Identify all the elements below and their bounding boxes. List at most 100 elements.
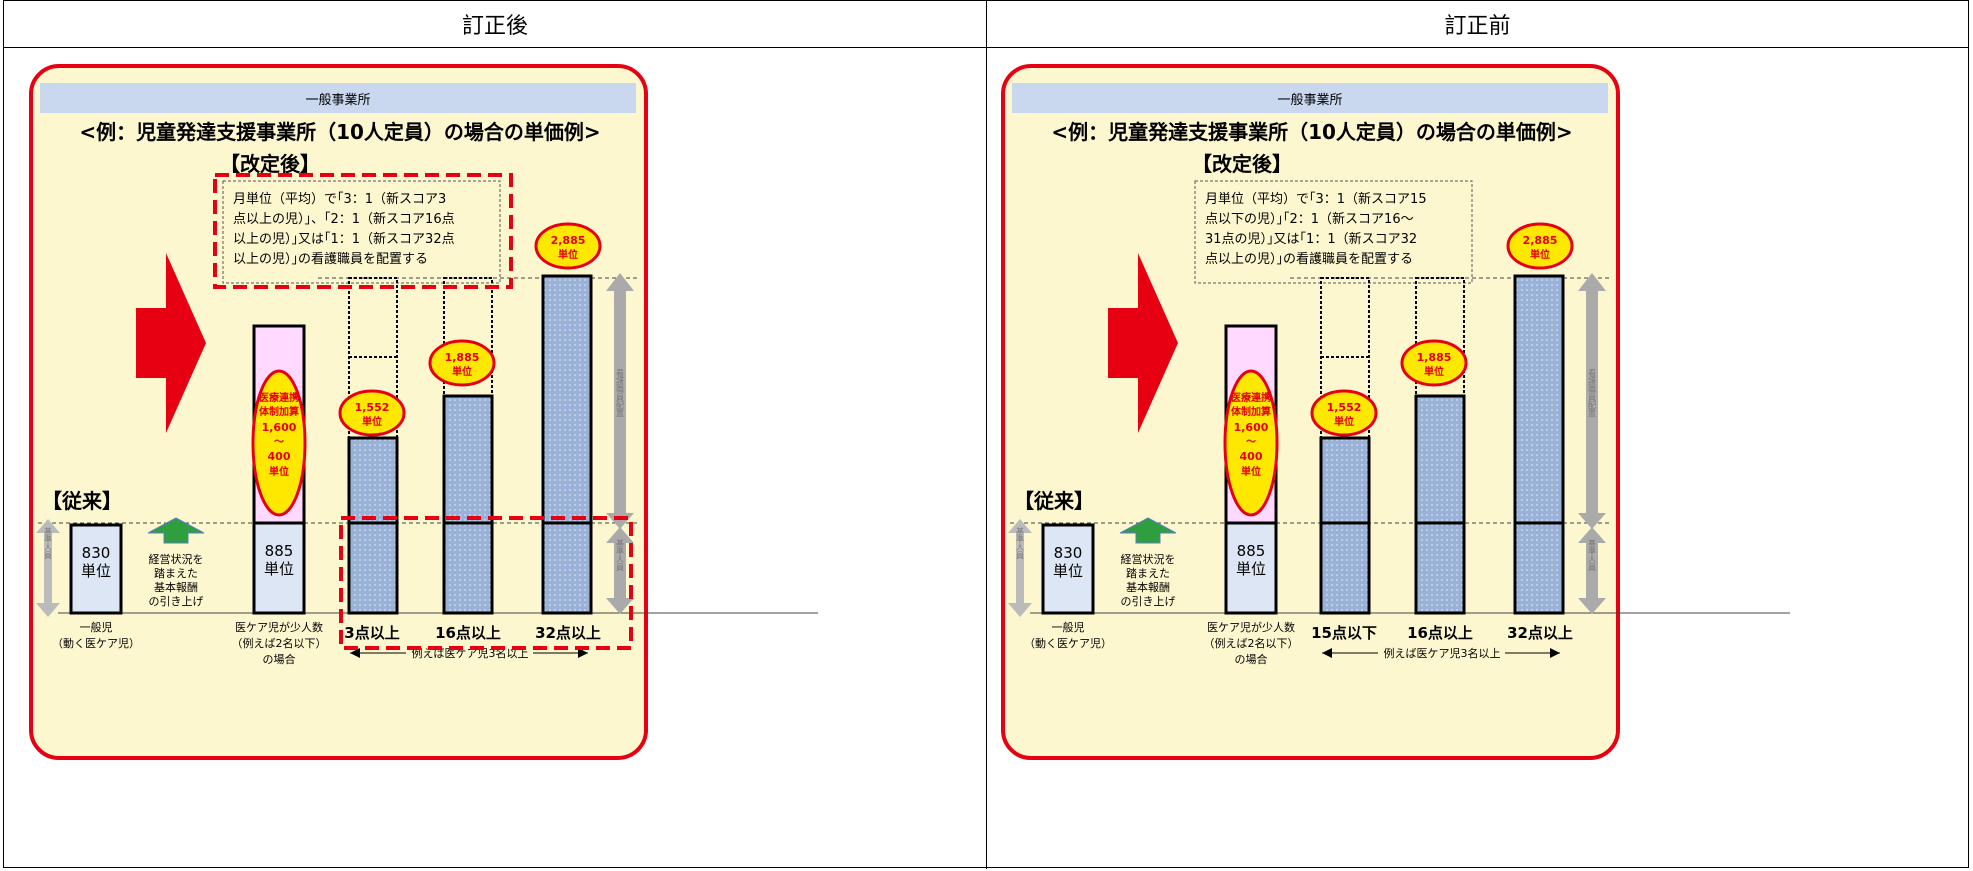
oval-1885-unit: 単位 xyxy=(1424,365,1444,378)
note-line: 31点の児）｣又は｢1：1（新スコア32 xyxy=(1205,231,1417,247)
oval-1885 xyxy=(428,339,496,387)
oval-iryo-line: 1,600 xyxy=(262,421,297,434)
oval-1552-value: 1,552 xyxy=(1327,401,1362,414)
raise-note-line: の引き上げ xyxy=(149,594,204,608)
oval-iryo-line: 400 xyxy=(1240,450,1263,463)
red-arrow-icon xyxy=(1108,253,1178,433)
raise-note-line: 踏まえた xyxy=(154,566,198,580)
oval-2885 xyxy=(534,222,602,270)
oval-iryo-line: 1,600 xyxy=(1234,421,1269,434)
bar2-base xyxy=(1414,521,1466,615)
diagram-title: <例：児童発達支援事業所（10人定員）の場合の単価例> xyxy=(79,120,600,144)
header-original: 訂正前 xyxy=(1444,14,1511,39)
example-range-arrow xyxy=(1322,648,1560,658)
bar-885-few-value: 885 xyxy=(265,542,294,560)
note-box xyxy=(222,180,501,284)
oval-1885-value: 1,885 xyxy=(445,351,480,364)
nurse-arrow-label: 看護職員配置 xyxy=(616,369,625,417)
oval-1885-value: 1,885 xyxy=(1417,351,1452,364)
oval-1552-unit: 単位 xyxy=(362,415,382,428)
staff-arrow-label: 基準人員 xyxy=(616,538,625,572)
note-line: 以上の児）｣の看護職員を配置する xyxy=(233,251,428,267)
note-line: 月単位（平均）で｢3：1（新スコア15 xyxy=(1205,191,1427,207)
note-line: 点以下の児）｣｢2：1（新スコア16～ xyxy=(1205,211,1414,227)
oval-iryo-line: 単位 xyxy=(1241,465,1261,478)
red-arrow-icon xyxy=(136,253,206,433)
oval-1885 xyxy=(1400,339,1468,387)
oval-2885-unit: 単位 xyxy=(1530,248,1550,261)
label-before: 【従来】 xyxy=(42,489,122,513)
label-after: 【改定後】 xyxy=(220,152,320,176)
oval-1552 xyxy=(1310,389,1378,437)
oval-iryo xyxy=(251,369,307,517)
cat-general-line: 一般児 xyxy=(1052,621,1085,634)
diagram-title: <例：児童発達支援事業所（10人定員）の場合の単価例> xyxy=(1051,120,1572,144)
oval-iryo-line: 400 xyxy=(268,450,291,463)
cat-score-1: 15点以下 xyxy=(1311,624,1377,642)
diagram-original: 一般事業所 <例：児童発達支援事業所（10人定員）の場合の単価例> 【改定後】 … xyxy=(1000,63,1800,863)
raise-note-line: 経営状況を xyxy=(1121,552,1176,566)
bar1-addon xyxy=(347,436,399,525)
bar3-addon xyxy=(541,274,593,525)
oval-1552-unit: 単位 xyxy=(1334,415,1354,428)
raise-note-line: 経営状況を xyxy=(149,552,204,566)
header-corrected: 訂正後 xyxy=(461,14,528,39)
example-note: 例えば医ケア児3名以上 xyxy=(1384,646,1501,660)
note-box xyxy=(1194,180,1473,284)
note-line: 点以上の児）｣の看護職員を配置する xyxy=(1205,251,1413,267)
column-divider xyxy=(986,1,987,869)
raise-arrow-icon xyxy=(1119,517,1177,544)
oval-2885-value: 2,885 xyxy=(1523,234,1558,247)
note-line: 月単位（平均）で｢3：1（新スコア3 xyxy=(233,191,446,207)
bar1-addon xyxy=(1319,436,1371,525)
cat-score-3: 32点以上 xyxy=(1507,624,1573,642)
bar2-addon xyxy=(1414,394,1466,525)
oval-iryo-line: 単位 xyxy=(269,465,289,478)
bar3-base xyxy=(1513,521,1565,615)
staff-arrow-right: 基準人員 xyxy=(1578,527,1606,614)
raise-note-line: の引き上げ xyxy=(1121,594,1176,608)
cat-general-line: （動く医ケア児） xyxy=(52,636,140,650)
oval-iryo xyxy=(1223,369,1279,517)
note-text: 月単位（平均）で｢3：1（新スコア15 点以下の児）｣｢2：1（新スコア16～ … xyxy=(1205,191,1427,267)
oval-iryo-line: ～ xyxy=(274,437,284,448)
banner-bar xyxy=(1012,83,1608,113)
label-after: 【改定後】 xyxy=(1192,152,1292,176)
oval-iryo-line: ～ xyxy=(1246,437,1256,448)
bar-885-few-unit: 単位 xyxy=(264,560,294,578)
cat-few-line: の場合 xyxy=(1235,652,1268,666)
bar3-addon xyxy=(1513,274,1565,525)
cat-score-1: 3点以上 xyxy=(344,624,399,642)
highlight-note-box xyxy=(213,173,513,289)
raise-note-line: 基本報酬 xyxy=(1126,580,1170,594)
header-divider xyxy=(4,47,1968,48)
nurse-arrow-right: 看護職員配置 xyxy=(606,273,634,529)
cat-score-3: 32点以上 xyxy=(535,624,601,642)
oval-1552 xyxy=(338,389,406,437)
label-before: 【従来】 xyxy=(1014,489,1094,513)
cat-few-line: の場合 xyxy=(263,652,296,666)
note-line: 以上の児）｣又は｢1：1（新スコア32点 xyxy=(233,231,455,247)
oval-iryo-line: 体制加算 xyxy=(259,405,299,418)
raise-note-line: 踏まえた xyxy=(1126,566,1170,580)
bar2-base xyxy=(442,521,494,615)
oval-iryo-line: 体制加算 xyxy=(1231,405,1271,418)
nurse-arrow-label: 看護職員配置 xyxy=(1588,369,1597,417)
oval-2885-value: 2,885 xyxy=(551,234,586,247)
bar-830-unit: 単位 xyxy=(1053,562,1083,580)
example-range-arrow xyxy=(350,648,588,658)
bar3-base xyxy=(541,521,593,615)
bar1-base xyxy=(347,521,399,615)
raise-arrow-icon xyxy=(147,517,205,544)
bar2-addon xyxy=(442,394,494,525)
banner-text: 一般事業所 xyxy=(1277,92,1342,108)
oval-2885-unit: 単位 xyxy=(558,248,578,261)
cat-score-2: 16点以上 xyxy=(1407,624,1473,642)
oval-1552-value: 1,552 xyxy=(355,401,390,414)
staff-arrow-label: 基準人員 xyxy=(1588,538,1597,572)
bar-885-few xyxy=(252,521,306,615)
cat-general-line: （動く医ケア児） xyxy=(1024,636,1112,650)
bar-830-value: 830 xyxy=(1054,544,1083,562)
cat-general-line: 一般児 xyxy=(80,621,113,634)
bar-830-unit: 単位 xyxy=(81,562,111,580)
